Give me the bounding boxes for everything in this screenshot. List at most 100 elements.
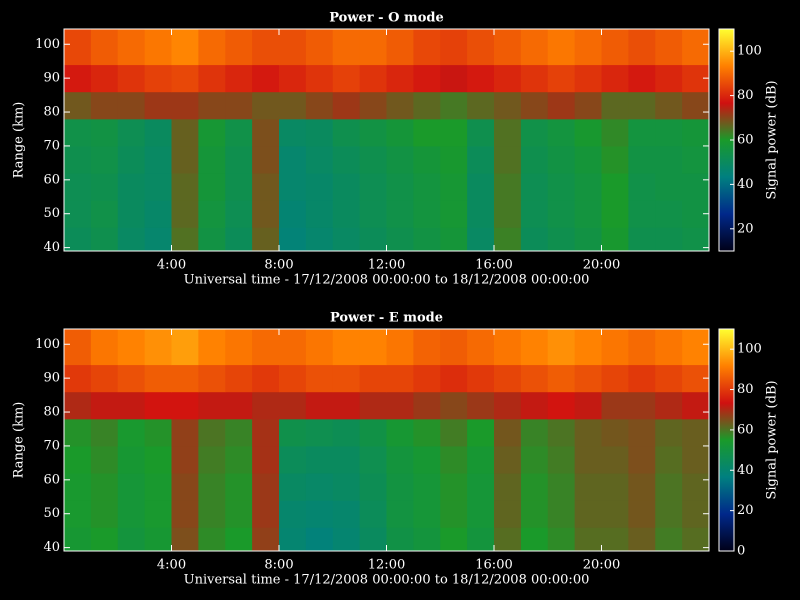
heatmap-cell bbox=[628, 227, 656, 252]
heatmap-cell bbox=[332, 91, 361, 120]
heatmap-cell bbox=[386, 364, 414, 393]
heatmap-cell bbox=[601, 91, 629, 120]
heatmap-cell bbox=[601, 227, 629, 252]
heatmap-cell bbox=[90, 473, 119, 501]
heatmap-cell bbox=[440, 200, 468, 228]
colorbar-tick-label: 100 bbox=[737, 342, 762, 357]
heatmap-cell bbox=[117, 145, 146, 174]
heatmap-cell bbox=[574, 445, 602, 474]
heatmap-cell bbox=[171, 64, 199, 93]
heatmap-cell bbox=[413, 145, 441, 174]
heatmap-cell bbox=[279, 173, 307, 201]
heatmap-cell bbox=[413, 500, 441, 528]
heatmap-cell bbox=[413, 200, 441, 228]
heatmap-cell bbox=[279, 64, 307, 93]
heatmap-cell bbox=[64, 473, 92, 501]
heatmap-cell bbox=[467, 200, 495, 228]
heatmap-cell bbox=[520, 500, 549, 528]
heatmap-cell bbox=[440, 118, 468, 147]
heatmap-cell bbox=[494, 29, 522, 66]
heatmap-cell bbox=[440, 64, 468, 93]
chart-title: Power - O mode bbox=[329, 11, 444, 26]
heatmap-cell bbox=[386, 200, 414, 228]
heatmap-cell bbox=[574, 173, 602, 201]
heatmap-cell bbox=[171, 29, 199, 66]
heatmap-cell bbox=[305, 473, 334, 501]
heatmap-cell bbox=[440, 173, 468, 201]
heatmap-cell bbox=[359, 418, 387, 447]
heatmap-cell bbox=[386, 91, 414, 120]
heatmap-cell bbox=[332, 145, 361, 174]
heatmap-cell bbox=[198, 64, 226, 93]
heatmap-cell bbox=[225, 500, 253, 528]
heatmap-cell bbox=[547, 118, 576, 147]
heatmap-cell bbox=[225, 445, 253, 474]
heatmap-cell bbox=[601, 29, 629, 66]
heatmap-cell bbox=[386, 145, 414, 174]
heatmap-cell bbox=[332, 29, 361, 66]
heatmap-cell bbox=[682, 445, 710, 474]
heatmap-cell bbox=[386, 173, 414, 201]
colorbar-tick-label: 0 bbox=[737, 544, 745, 559]
heatmap-cell bbox=[440, 91, 468, 120]
heatmap-cell bbox=[359, 391, 387, 420]
heatmap-cell bbox=[413, 364, 441, 393]
heatmap-cell bbox=[467, 364, 495, 393]
heatmap-cell bbox=[305, 173, 334, 201]
heatmap-cell bbox=[440, 391, 468, 420]
x-tick-label: 8:00 bbox=[264, 558, 293, 573]
heatmap-cell bbox=[547, 418, 576, 447]
heatmap-cell bbox=[144, 173, 172, 201]
heatmap-cell bbox=[252, 91, 280, 120]
heatmap-cell bbox=[90, 91, 119, 120]
heatmap-cell bbox=[252, 145, 280, 174]
heatmap-cell bbox=[252, 29, 280, 66]
heatmap-cell bbox=[628, 118, 656, 147]
heatmap-cell bbox=[467, 445, 495, 474]
heatmap-cell bbox=[547, 473, 576, 501]
heatmap-cell bbox=[628, 200, 656, 228]
heatmap-cell bbox=[359, 29, 387, 66]
heatmap-cell bbox=[64, 118, 92, 147]
heatmap-cell bbox=[467, 118, 495, 147]
heatmap-cell bbox=[117, 500, 146, 528]
heatmap-cell bbox=[682, 391, 710, 420]
heatmap-cell bbox=[601, 173, 629, 201]
heatmap-cell bbox=[225, 329, 253, 366]
heatmap-cell bbox=[305, 91, 334, 120]
heatmap-cell bbox=[252, 329, 280, 366]
heatmap-cell bbox=[494, 418, 522, 447]
heatmap-cell bbox=[90, 173, 119, 201]
heatmap-cell bbox=[64, 418, 92, 447]
heatmap-cell bbox=[64, 145, 92, 174]
heatmap-cell bbox=[520, 173, 549, 201]
heatmap-cell bbox=[359, 445, 387, 474]
heatmap-cell bbox=[117, 418, 146, 447]
heatmap-cell bbox=[494, 227, 522, 252]
heatmap-cell bbox=[144, 200, 172, 228]
heatmap-cell bbox=[467, 418, 495, 447]
heatmap-cell bbox=[628, 500, 656, 528]
heatmap-cell bbox=[117, 173, 146, 201]
heatmap-cell bbox=[332, 118, 361, 147]
chart-title: Power - E mode bbox=[330, 311, 443, 326]
heatmap-cell bbox=[440, 29, 468, 66]
heatmap-cell bbox=[117, 91, 146, 120]
heatmap-cell bbox=[305, 329, 334, 366]
heatmap-cell bbox=[198, 391, 226, 420]
heatmap-cell bbox=[628, 173, 656, 201]
heatmap-cell bbox=[655, 527, 683, 552]
heatmap-cell bbox=[467, 145, 495, 174]
heatmap-cell bbox=[655, 29, 683, 66]
heatmap-cell bbox=[494, 364, 522, 393]
colorbar-label: Signal power (dB) bbox=[765, 80, 780, 199]
heatmap-cell bbox=[305, 418, 334, 447]
heatmap-cell bbox=[144, 364, 172, 393]
heatmap-cell bbox=[574, 29, 602, 66]
heatmap-cell bbox=[90, 527, 119, 552]
heatmap-cell bbox=[198, 91, 226, 120]
y-tick-label: 90 bbox=[43, 71, 60, 86]
heatmap-cell bbox=[279, 473, 307, 501]
y-axis-label: Range (km) bbox=[12, 102, 27, 179]
heatmap-cell bbox=[117, 329, 146, 366]
